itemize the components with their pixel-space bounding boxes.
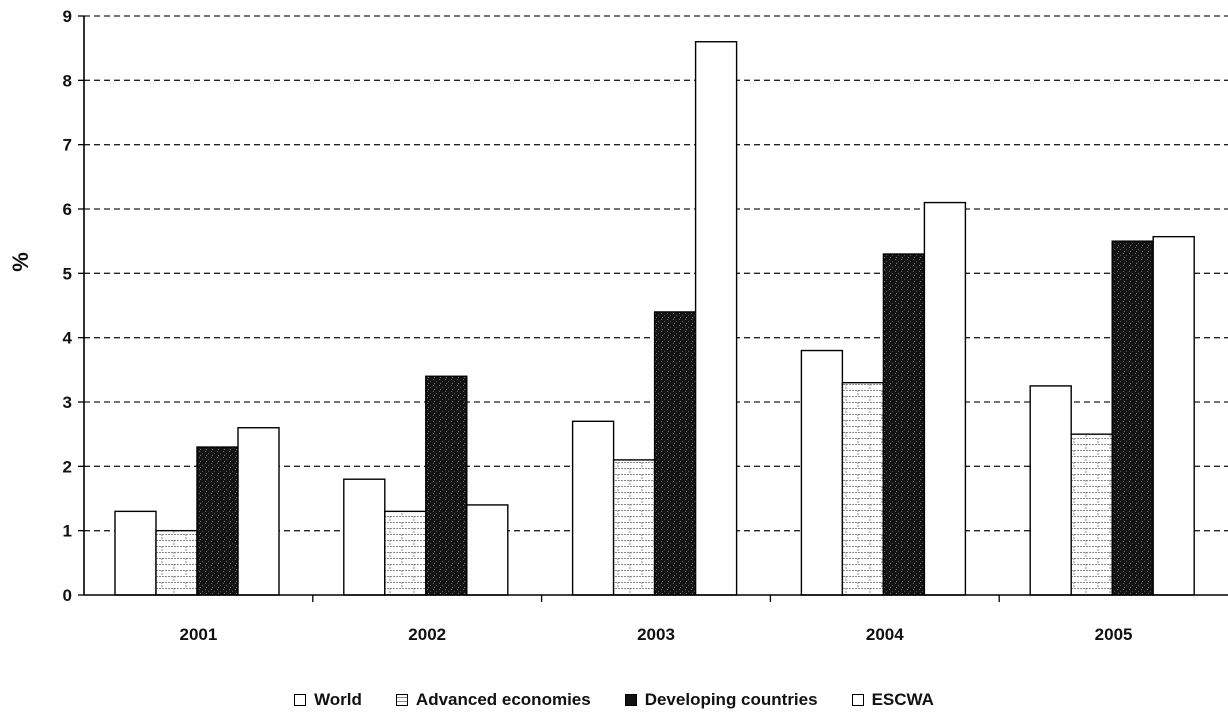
y-tick-label: 8 <box>63 71 72 90</box>
legend: World Advanced economies Developing coun… <box>0 690 1228 710</box>
bar-advanced-economies-2005 <box>1070 433 1113 596</box>
x-tick-label: 2005 <box>1095 625 1133 644</box>
bars <box>114 41 1195 596</box>
bar-developing-countries-2004 <box>882 253 926 596</box>
legend-item-escwa: ESCWA <box>851 690 934 710</box>
y-tick-label: 1 <box>63 522 72 541</box>
bar-developing-countries-2002 <box>425 375 468 596</box>
bar-world-2005 <box>1029 385 1072 596</box>
x-tick-label: 2004 <box>866 625 904 644</box>
bar-advanced-economies-2004 <box>841 382 885 596</box>
tick-labels: 0 1 2 3 4 5 6 7 8 9 2001 2002 2003 2004 2005 <box>63 7 1133 644</box>
y-tick-label: 5 <box>63 264 72 283</box>
bar-world-2002 <box>343 478 386 596</box>
bar-developing-countries-2001 <box>196 446 239 596</box>
y-axis-label: % <box>8 252 33 272</box>
bar-escwa-2001 <box>237 427 280 596</box>
y-tick-label: 4 <box>63 329 73 348</box>
bar-advanced-economies-2002 <box>384 510 427 596</box>
y-tick-label: 2 <box>63 457 72 476</box>
bar-advanced-economies-2001 <box>155 529 198 596</box>
bar-world-2003 <box>571 420 615 596</box>
y-tick-label: 9 <box>63 7 72 26</box>
legend-label-developing-countries: Developing countries <box>644 690 818 709</box>
empty-box-icon <box>851 694 864 706</box>
x-tick-label: 2002 <box>408 625 446 644</box>
axes <box>78 15 1228 602</box>
filled-box-icon <box>624 694 637 706</box>
bar-developing-countries-2003 <box>653 311 697 596</box>
bar-developing-countries-2005 <box>1111 240 1154 596</box>
x-tick-label: 2001 <box>179 625 217 644</box>
bar-advanced-economies-2003 <box>612 459 656 596</box>
empty-box-icon <box>294 694 307 706</box>
bar-world-2004 <box>800 349 844 596</box>
legend-label-world: World <box>314 690 362 709</box>
legend-label-advanced-economies: Advanced economies <box>415 690 591 709</box>
legend-item-developing-countries: Developing countries <box>624 690 818 710</box>
bar-escwa-2003 <box>694 41 738 596</box>
legend-item-world: World <box>294 690 362 710</box>
y-tick-label: 0 <box>63 586 72 605</box>
brick-box-icon <box>395 694 408 706</box>
legend-label-escwa: ESCWA <box>871 690 934 709</box>
y-tick-label: 3 <box>63 393 72 412</box>
bar-escwa-2002 <box>466 504 509 596</box>
x-tick-label: 2003 <box>637 625 675 644</box>
bar-escwa-2005 <box>1152 235 1195 596</box>
bar-world-2001 <box>114 510 157 596</box>
y-tick-label: 7 <box>63 136 72 155</box>
y-tick-label: 6 <box>63 200 72 219</box>
legend-item-advanced-economies: Advanced economies <box>395 690 591 710</box>
bar-escwa-2004 <box>923 201 967 596</box>
